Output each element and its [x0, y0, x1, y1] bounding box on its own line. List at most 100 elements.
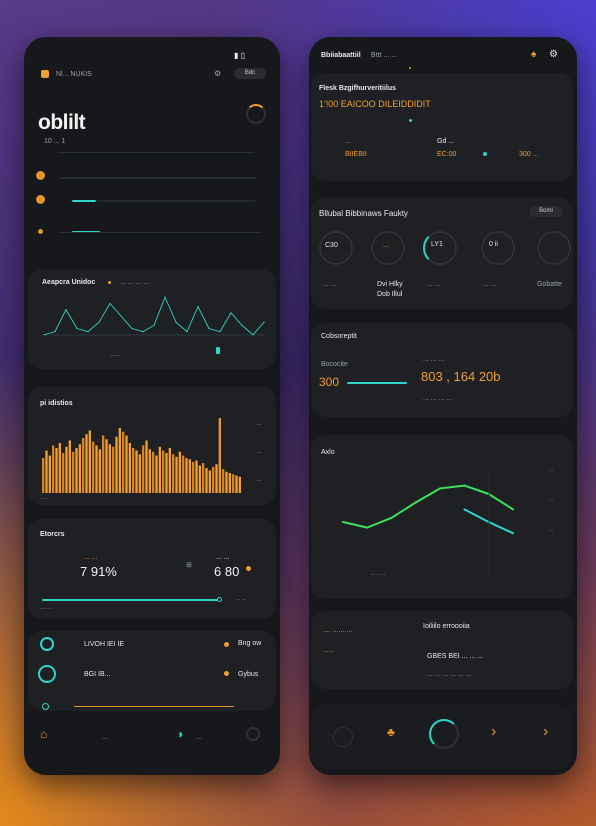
gauge2-value: ...	[383, 242, 389, 249]
battery-icon: ▮ ▯	[234, 51, 246, 60]
gauge3[interactable]	[423, 231, 457, 265]
gauges-title: Bllubal Bibbinaws Faukty	[319, 209, 408, 218]
gauge5[interactable]	[537, 231, 571, 265]
audience-marker-icon	[216, 347, 220, 354]
metrics-progress[interactable]	[42, 599, 218, 601]
details-accent-2: ......	[323, 647, 335, 654]
metrics-progress-handle[interactable]	[217, 597, 222, 602]
gauge5-label: Gobatte	[537, 281, 562, 288]
bar-57	[232, 474, 235, 493]
bar-18	[102, 435, 105, 493]
bar-1	[45, 450, 48, 493]
summary-marker-icon	[409, 119, 412, 122]
right-lock-icon[interactable]: ♠	[531, 49, 537, 60]
metrics-card: Etorcrs ... ... 7 91% ... ... 6 80 ⊞ ...…	[28, 519, 276, 619]
bar-48	[202, 463, 205, 493]
nav-label-1[interactable]: ...	[102, 734, 108, 741]
bar-49	[205, 468, 208, 493]
bar-0	[42, 458, 45, 493]
comparison-left-bar	[347, 382, 407, 384]
metrics-title: Etorcrs	[40, 531, 65, 538]
list-slider-handle[interactable]	[42, 703, 49, 710]
bar-7	[65, 446, 68, 493]
nav-next-icon-1[interactable]: ›	[491, 723, 497, 740]
bar-40	[175, 456, 178, 493]
summary-col1-label: ...	[345, 138, 351, 145]
nav-chart-icon[interactable]: ◑	[176, 727, 184, 741]
bar-36	[162, 450, 165, 493]
bar-42	[182, 455, 185, 493]
item1-icon[interactable]	[40, 637, 54, 651]
item2-icon[interactable]	[38, 665, 56, 683]
gauge4[interactable]	[481, 231, 515, 265]
gauge2[interactable]	[371, 231, 405, 265]
metrics-footer: ..... ...	[40, 605, 53, 611]
audience-point-3	[76, 327, 78, 330]
bars-axis-3: ....	[256, 477, 262, 483]
nav-home-icon[interactable]: ⌂	[40, 727, 48, 741]
bar-38	[168, 448, 171, 493]
hero-ring-icon[interactable]	[246, 104, 266, 124]
audience-point-7	[120, 315, 122, 317]
nav-next-icon-2[interactable]: ›	[543, 723, 549, 740]
nav-home-icon[interactable]	[333, 727, 353, 747]
comparison-right-label: ... ... ...	[423, 356, 445, 363]
nav-label-2[interactable]: ...	[196, 734, 202, 741]
bar-46	[195, 460, 198, 493]
bar-8	[68, 440, 71, 493]
bars-axis-1: ....	[256, 421, 262, 427]
item2-label: BGI IB...	[84, 671, 111, 678]
summary-title: Flesk Bzgifhurveritiilus	[319, 85, 397, 92]
bar-50	[208, 470, 211, 493]
audience-point-9	[142, 331, 144, 333]
bar-25	[125, 435, 128, 493]
nav-center-ring-icon[interactable]	[429, 719, 459, 749]
bar-24	[122, 431, 125, 493]
gauges-action-button[interactable]: Boml	[529, 206, 563, 217]
audience-point-14	[197, 306, 199, 308]
metric-side-icon: ⊞	[186, 562, 192, 569]
audience-point-18	[241, 324, 243, 326]
gauge1-value: C30	[325, 242, 338, 249]
line-chart-side-3: ...	[549, 527, 554, 533]
bar-41	[178, 451, 181, 493]
right-header-dot-icon	[409, 67, 411, 69]
comparison-left-label: Bococite	[321, 361, 348, 368]
summary-teal-dot-icon	[483, 152, 487, 156]
line-chart-title: Axlo	[321, 449, 335, 456]
bar-29	[138, 454, 141, 493]
audience-point-4	[87, 331, 89, 333]
line-series-0-point-2	[390, 516, 393, 519]
bar-12	[82, 438, 85, 493]
right-settings-icon[interactable]: ⚙	[549, 49, 558, 60]
summary-col2-label: Gd ...	[437, 138, 455, 145]
right-phone: Bbiiabaattiil Bttt ... ... ♠ ⚙ Flesk Bzg…	[309, 37, 577, 775]
list-card: LIVOH IEI IE Bng ow BGI IB... Gybus	[28, 631, 276, 711]
nav-bulb-icon[interactable]: ♣	[387, 725, 395, 739]
bar-15	[92, 441, 95, 493]
item1-label: LIVOH IEI IE	[84, 641, 125, 648]
bar-35	[158, 446, 161, 493]
summary-col2-value: EC:00	[437, 151, 457, 158]
metric2-status-icon	[246, 566, 251, 571]
audience-point-5	[98, 321, 100, 323]
audience-series-line	[43, 296, 265, 336]
audience-point-2	[65, 309, 67, 311]
audience-point-6	[109, 302, 111, 305]
bar-19	[105, 439, 108, 493]
bar-28	[135, 450, 138, 493]
nav-profile-icon[interactable]	[246, 727, 260, 741]
bar-43	[185, 458, 188, 493]
item2-right-dot-icon	[224, 671, 229, 676]
header-action-button[interactable]: Bdc	[234, 68, 266, 79]
settings-icon[interactable]: ⚙	[214, 69, 222, 78]
line-series-0-point-7	[512, 508, 514, 511]
list-slider-track[interactable]	[74, 706, 234, 707]
line-chart-card: Axlo ... ... ... ... ... ...	[311, 435, 573, 599]
line-series-0-point-3	[414, 501, 417, 504]
audience-point-10	[153, 324, 155, 326]
bar-34	[155, 455, 158, 493]
gauge1[interactable]	[319, 231, 353, 265]
bar-9	[72, 451, 75, 493]
item2-right: Gybus	[238, 671, 259, 678]
